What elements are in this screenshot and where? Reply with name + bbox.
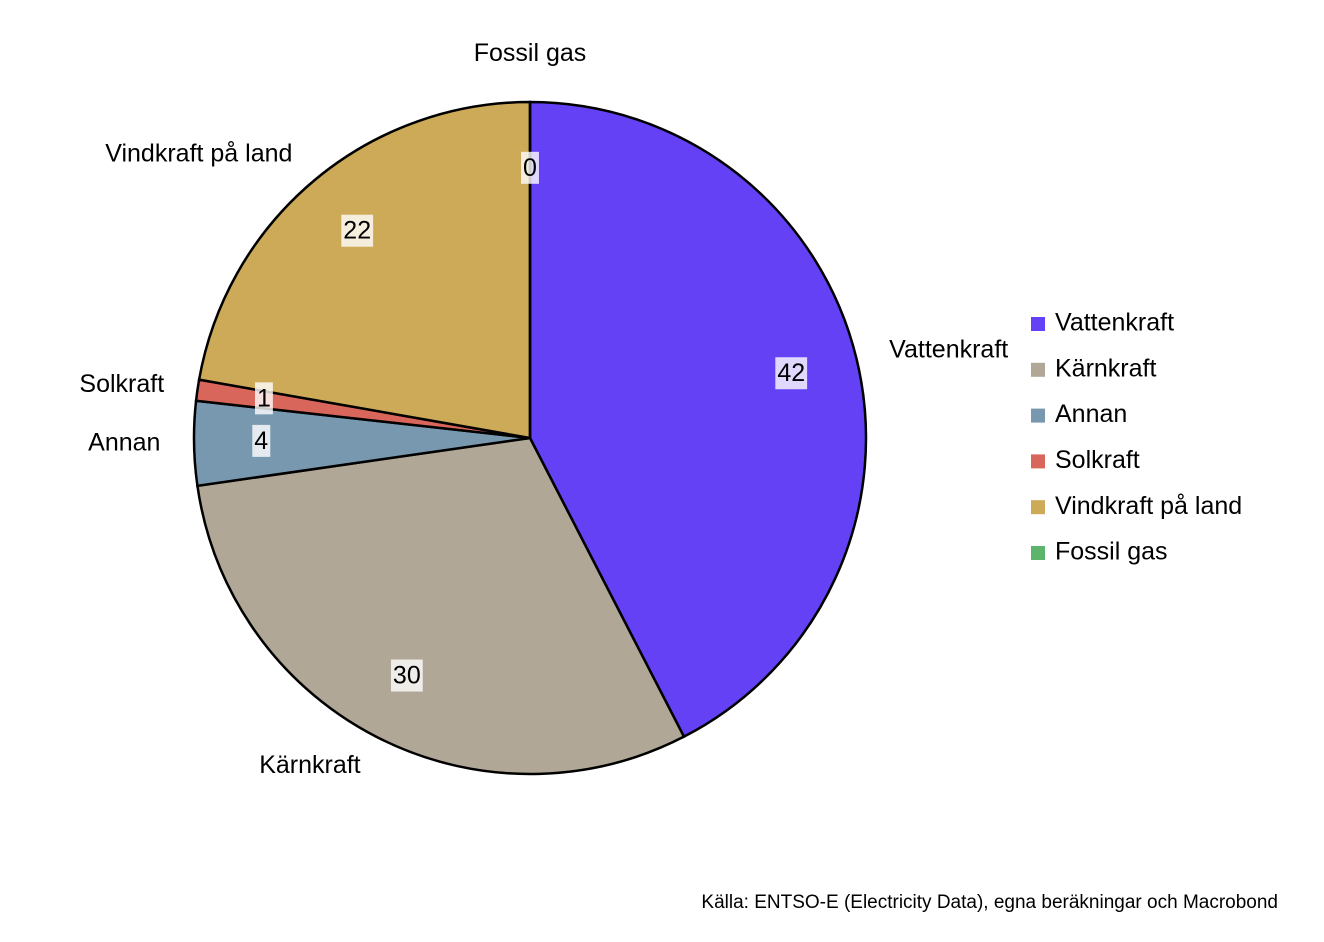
legend-label: Kärnkraft [1055,354,1156,382]
pie-slice [528,100,868,739]
legend-label: Vattenkraft [1055,309,1174,337]
value-label-bg [521,151,539,184]
pie-slice [196,436,686,776]
legend-swatch [1031,546,1045,560]
source-note: Källa: ENTSO-E (Electricity Data), egna … [701,892,1278,913]
value-label-text: 22 [343,217,371,245]
pie-slice [197,100,532,440]
value-label: 0 [521,151,539,184]
value-label-text: 0 [523,154,537,182]
value-label-text: 30 [393,662,421,690]
value-label-bg [390,659,423,692]
value-label: 30 [390,659,423,692]
value-label-text: 4 [254,427,268,455]
value-label: 42 [775,357,808,390]
legend-label: Fossil gas [1055,538,1168,566]
legend-label: Annan [1055,400,1127,428]
slice-label: Annan [88,428,160,456]
legend-label: Vindkraft på land [1055,492,1242,520]
value-label-text: 1 [257,384,271,412]
slice-label: Vindkraft på land [105,139,292,167]
value-label: 22 [341,214,374,247]
slice-label: Vattenkraft [889,335,1008,363]
legend-swatch [1031,317,1045,331]
value-label: 1 [254,382,273,415]
value-label-text: 42 [777,359,805,387]
slice-label: Kärnkraft [259,751,360,779]
value-label-bg [254,382,273,415]
slice-label: Solkraft [79,370,164,398]
legend-label: Solkraft [1055,446,1140,474]
legend-swatch [1031,408,1045,423]
legend-swatch [1031,454,1045,469]
value-label-bg [341,214,374,247]
value-label: 4 [252,424,271,457]
value-label-bg [252,424,271,457]
slice-label: Fossil gas [474,39,587,67]
legend-swatch [1031,500,1045,515]
legend-swatch [1031,362,1045,377]
value-label-bg [775,357,808,390]
